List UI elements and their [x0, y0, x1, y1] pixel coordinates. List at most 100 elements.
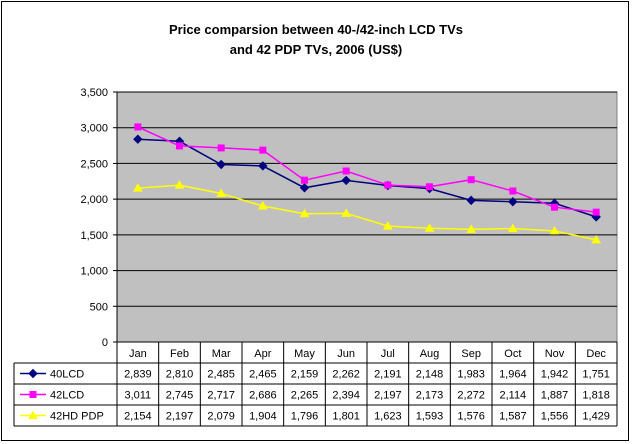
data-point — [466, 195, 476, 206]
data-point — [341, 208, 352, 217]
series-line-1 — [137, 126, 597, 213]
data-point — [216, 159, 226, 170]
data-point — [591, 234, 602, 244]
table-cell-value: 2,272 — [457, 390, 485, 402]
data-point — [174, 180, 185, 189]
chart-title-line-1: Price comparsion between 40-/42-inch LCD… — [168, 22, 464, 37]
x-tick-label: Dec — [586, 348, 606, 360]
table-cell-value: 1,942 — [541, 369, 569, 381]
legend-key-marker — [29, 391, 37, 398]
table-cell-value: 2,159 — [291, 369, 319, 381]
y-tick-label: 2,000 — [80, 194, 108, 206]
data-point — [508, 197, 518, 207]
data-point — [551, 203, 558, 211]
table-cell-value: 2,079 — [207, 411, 235, 423]
data-point — [258, 161, 268, 171]
data-point — [299, 208, 310, 218]
data-point — [426, 183, 433, 191]
table-cell-value: 2,265 — [291, 390, 319, 402]
x-tick-label: Jan — [129, 348, 147, 360]
table-cell-value: 2,148 — [416, 369, 444, 381]
data-point — [424, 223, 435, 232]
table-cell-value: 1,587 — [499, 411, 527, 423]
data-point — [384, 181, 392, 189]
data-point — [509, 187, 517, 195]
data-point — [176, 142, 183, 150]
data-point — [301, 176, 308, 184]
legend-key-marker — [28, 410, 38, 419]
table-cell-value: 2,810 — [166, 369, 194, 381]
data-point — [132, 183, 143, 192]
table-cell-value: 1,556 — [541, 411, 569, 423]
chart-title-line-2: and 42 PDP TVs, 2006 (US$) — [229, 42, 403, 57]
y-tick-label: 3,000 — [80, 123, 108, 135]
data-point — [592, 208, 600, 216]
legend-label: 42HD PDP — [50, 411, 104, 423]
y-tick-label: 1,000 — [80, 266, 108, 278]
table-cell-value: 2,154 — [124, 411, 152, 423]
table-cell-value: 1,818 — [582, 390, 610, 402]
x-tick-label: Nov — [545, 348, 565, 360]
table-cell-value: 2,394 — [332, 390, 360, 402]
y-tick-label: 2,500 — [80, 158, 108, 170]
table-cell-value: 1,887 — [541, 390, 569, 402]
x-tick-label: Feb — [170, 348, 189, 360]
table-cell-value: 1,796 — [291, 411, 319, 423]
series-line-0 — [137, 138, 597, 218]
table-cell-value: 2,197 — [166, 411, 194, 423]
series-line-2 — [137, 184, 597, 241]
legend-key-marker — [28, 368, 38, 379]
table-cell-value: 2,191 — [374, 369, 402, 381]
table-cell-value: 3,011 — [124, 390, 151, 402]
table-cell-value: 1,429 — [582, 411, 610, 423]
x-tick-label: Jul — [381, 348, 395, 360]
table-cell-value: 2,745 — [166, 390, 194, 402]
table-cell-value: 1,593 — [416, 411, 444, 423]
data-point — [217, 144, 225, 152]
table-cell-value: 1,751 — [582, 369, 610, 381]
data-point — [341, 175, 351, 186]
data-point — [257, 200, 268, 210]
data-point — [342, 167, 350, 175]
y-tick-label: 500 — [90, 301, 108, 313]
table-cell-value: 2,114 — [499, 390, 526, 402]
y-tick-label: 1,500 — [80, 230, 108, 242]
table-cell-value: 2,686 — [249, 390, 277, 402]
table-cell-value: 2,717 — [207, 390, 235, 402]
x-tick-label: Apr — [254, 348, 271, 360]
x-tick-label: May — [294, 348, 315, 360]
legend-label: 40LCD — [50, 369, 84, 381]
chart-title: Price comparsion between 40-/42-inch LCD… — [2, 20, 630, 60]
table-cell-value: 2,173 — [416, 390, 444, 402]
table-cell-value: 2,839 — [124, 369, 152, 381]
x-tick-label: Sep — [461, 348, 481, 360]
y-tick-label: 0 — [102, 337, 108, 349]
data-point — [134, 123, 142, 131]
table-cell-value: 1,623 — [374, 411, 402, 423]
data-point — [549, 225, 560, 235]
table-cell-value: 1,576 — [457, 411, 485, 423]
data-point — [507, 223, 518, 233]
data-point — [216, 188, 227, 197]
table-cell-value: 2,465 — [249, 369, 277, 381]
table-cell-value: 1,904 — [249, 411, 277, 423]
table-cell-value: 2,197 — [374, 390, 402, 402]
data-point — [259, 146, 267, 154]
x-tick-label: Aug — [420, 348, 440, 360]
legend-label: 42LCD — [50, 390, 84, 402]
data-point — [467, 176, 475, 184]
y-tick-label: 3,500 — [80, 87, 108, 99]
table-cell-value: 1,964 — [499, 369, 527, 381]
data-point — [299, 183, 310, 193]
x-tick-label: Oct — [504, 348, 521, 360]
table-cell-value: 2,262 — [332, 369, 360, 381]
data-point — [466, 224, 477, 233]
plot-area — [116, 91, 618, 343]
x-tick-label: Jun — [337, 348, 355, 360]
table-cell-value: 2,485 — [207, 369, 235, 381]
data-point — [133, 134, 143, 144]
table-cell-value: 1,983 — [457, 369, 485, 381]
table-cell-value: 1,801 — [332, 411, 360, 423]
data-point — [382, 221, 393, 230]
